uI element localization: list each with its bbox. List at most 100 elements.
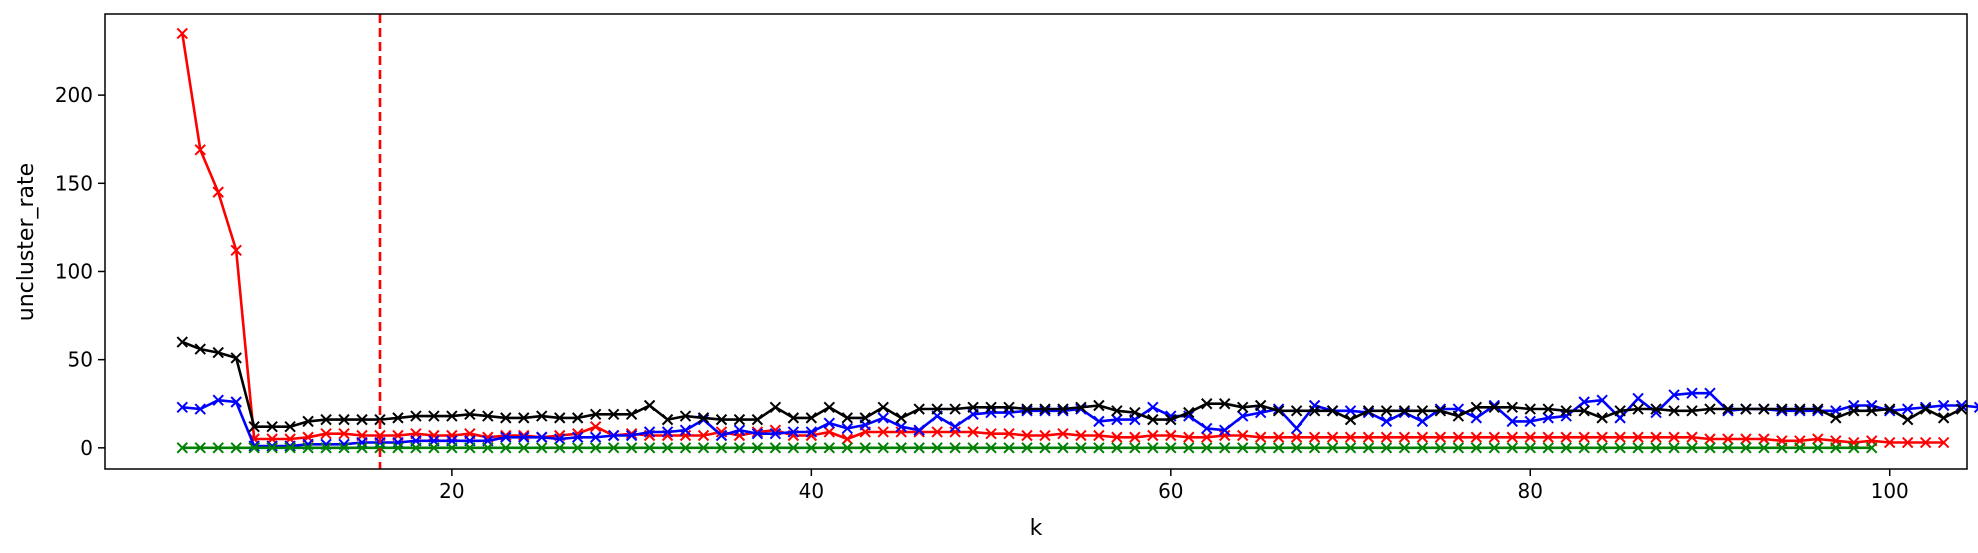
data-point [554,412,566,424]
data-point [715,429,728,442]
x-tick-label: 40 [799,479,824,503]
data-point [1470,431,1483,443]
data-point [446,410,458,422]
data-point [1075,429,1087,442]
data-point [1578,431,1590,443]
data-point [1524,442,1536,454]
data-point [194,343,206,355]
data-point [266,420,278,433]
data-point [1236,401,1249,413]
data-point [571,442,584,454]
data-point [428,410,440,422]
data-point [679,424,692,436]
data-point [536,442,548,454]
data-point [1866,442,1878,454]
data-point [823,401,836,413]
data-point [248,420,260,433]
data-point [1578,405,1590,417]
data-point [877,412,889,424]
data-point [1326,442,1339,454]
data-point [1488,401,1501,413]
data-point [589,408,602,421]
data-point [176,442,188,454]
data-point [1901,436,1914,449]
data-point [1039,405,1051,417]
data-point [1147,429,1159,442]
data-point [1290,422,1303,435]
data-point [1380,405,1393,417]
data-point [428,442,440,454]
data-point [1201,398,1213,410]
data-point [931,442,943,454]
data-point [500,412,512,424]
data-point [661,426,674,438]
data-point [230,352,242,364]
data-point [967,426,979,438]
data-point [1650,403,1662,415]
data-point [1057,403,1069,415]
data-point [284,420,296,433]
data-point [571,431,584,443]
data-point [1470,401,1483,413]
data-point [1614,442,1626,454]
data-point [1362,405,1375,417]
x-axis-label: k [1030,516,1043,541]
data-point [1236,410,1249,422]
data-point [1704,403,1716,415]
data-point [1632,392,1644,405]
data-point [230,396,242,408]
data-point [1632,431,1644,443]
data-point [841,422,853,435]
data-point [625,428,638,440]
data-point [320,413,332,426]
data-point [320,428,332,440]
data-point [643,426,656,438]
data-point [967,401,979,413]
data-point [895,442,907,454]
data-point [1812,433,1824,445]
data-point [1398,442,1411,454]
data-point [1973,401,1978,413]
data-point [931,403,943,415]
data-point [787,442,800,454]
data-point [1003,401,1015,413]
data-point [1290,405,1303,417]
data-point [212,394,224,406]
data-point [1075,442,1087,454]
data-point [697,412,710,424]
data-point [1830,442,1842,454]
data-point [1722,405,1734,417]
data-point [338,442,350,454]
y-tick-label: 200 [55,83,93,107]
data-point [877,426,889,438]
data-point [1290,442,1303,454]
data-point [284,442,296,454]
data-point [1057,428,1069,440]
data-point [1308,431,1321,443]
data-point [679,410,692,422]
data-point [1884,403,1896,415]
data-point [1578,396,1590,408]
data-point [1704,433,1716,445]
data-point [787,426,800,438]
data-point [643,442,656,454]
data-point [1632,442,1644,454]
data-point [697,429,710,442]
data-point [1937,412,1950,424]
series-layer [176,27,1978,454]
data-point [1165,442,1177,454]
data-point [1093,415,1105,428]
data-point [284,440,296,452]
data-point [769,442,782,454]
data-point [500,431,512,443]
data-point [769,428,782,440]
data-point [1201,442,1213,454]
data-point [518,412,530,424]
data-point [1129,431,1141,443]
data-point [1003,428,1015,440]
data-point [1201,431,1213,443]
data-point [1111,413,1123,426]
data-point [1506,415,1518,428]
data-point [733,442,746,454]
data-point [1758,442,1770,454]
